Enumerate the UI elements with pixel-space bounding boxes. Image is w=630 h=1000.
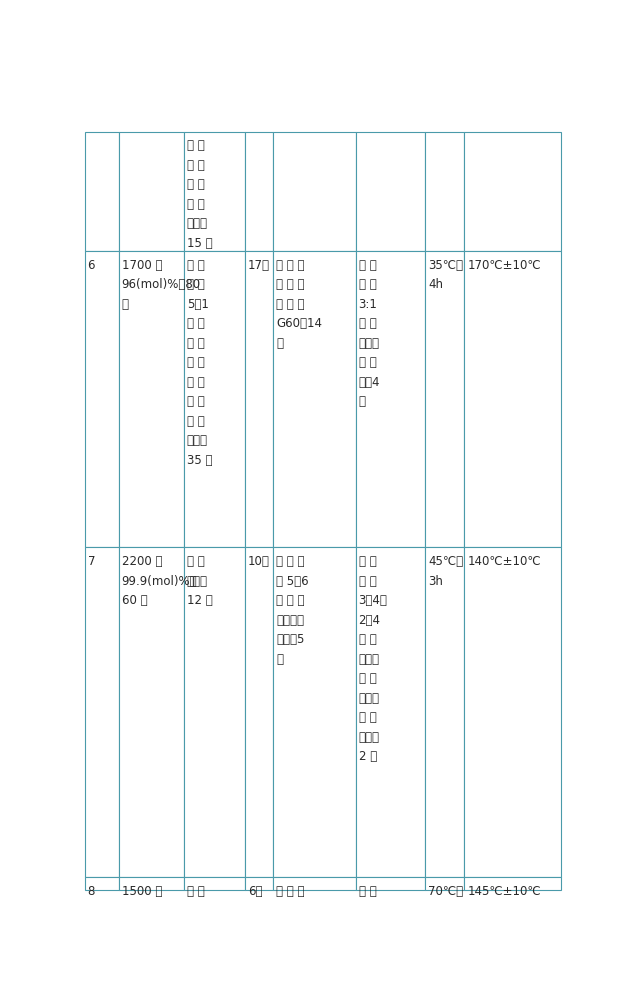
Bar	[464, 547, 561, 877]
Text: 质 量: 质 量	[358, 885, 376, 898]
Bar	[464, 877, 561, 890]
Bar	[464, 251, 561, 547]
Text: 1700 ，
96(mol)%；80
份: 1700 ， 96(mol)%；80 份	[122, 259, 201, 311]
Text: 质 量
比 为
3：4：
2：4
的 乙
酸钙、
氯 化
铜、硼
酸 与
硼砂；
2 份: 质 量 比 为 3：4： 2：4 的 乙 酸钙、 氯 化 铜、硼 酸 与 硼砂；…	[358, 555, 387, 763]
Bar	[84, 251, 119, 547]
Bar	[425, 251, 464, 547]
Text: 质 量
比 为
3:1
的 乙
酸钙、
氯 化
锌；4
份: 质 量 比 为 3:1 的 乙 酸钙、 氯 化 锌；4 份	[358, 259, 380, 408]
Bar	[244, 251, 273, 547]
Bar	[244, 877, 273, 890]
Bar	[184, 132, 244, 251]
Bar	[355, 132, 425, 251]
Text: 6份: 6份	[248, 885, 262, 898]
Text: 醇 和
三 甘
醇 二
异 辛
酸酯；
15 份: 醇 和 三 甘 醇 二 异 辛 酸酯； 15 份	[186, 139, 212, 250]
Bar	[119, 251, 184, 547]
Bar	[355, 547, 425, 877]
Text: 70℃，: 70℃，	[428, 885, 464, 898]
Text: 17份: 17份	[248, 259, 270, 272]
Text: 6: 6	[88, 259, 95, 272]
Bar	[425, 132, 464, 251]
Bar	[355, 251, 425, 547]
Text: 1500 ，: 1500 ，	[122, 885, 162, 898]
Text: 三 甘: 三 甘	[186, 885, 204, 898]
Text: 35℃，
4h: 35℃， 4h	[428, 259, 463, 291]
Bar	[425, 547, 464, 877]
Bar	[119, 132, 184, 251]
Bar	[273, 132, 355, 251]
Text: 质 量 比: 质 量 比	[276, 885, 304, 898]
Bar	[84, 877, 119, 890]
Bar	[273, 547, 355, 877]
Text: 10份: 10份	[248, 555, 270, 568]
Bar	[273, 251, 355, 547]
Text: 饱 和 脂
肪 族 二
羧 酸 酯
G60；14
份: 饱 和 脂 肪 族 二 羧 酸 酯 G60；14 份	[276, 259, 322, 350]
Bar	[355, 877, 425, 890]
Text: 8: 8	[88, 885, 95, 898]
Bar	[119, 877, 184, 890]
Text: 170℃±10℃: 170℃±10℃	[467, 259, 541, 272]
Text: 2200 ，
99.9(mol)%；
60 份: 2200 ， 99.9(mol)%； 60 份	[122, 555, 197, 607]
Bar	[184, 877, 244, 890]
Text: 质 量 比
为 5：6
的 滑 石
粉、油酸
酰胺；5
份: 质 量 比 为 5：6 的 滑 石 粉、油酸 酰胺；5 份	[276, 555, 309, 666]
Bar	[119, 547, 184, 877]
Text: 45℃，
3h: 45℃， 3h	[428, 555, 464, 588]
Bar	[84, 547, 119, 877]
Text: 质 量
比 为
5：1
的 聚
乙 二
醇 和
三 甘
醇 二
异 辛
酸酯；
35 份: 质 量 比 为 5：1 的 聚 乙 二 醇 和 三 甘 醇 二 异 辛 酸酯； …	[186, 259, 212, 467]
Text: 145℃±10℃: 145℃±10℃	[467, 885, 541, 898]
Bar	[244, 547, 273, 877]
Text: 聚 乙
二醇；
12 份: 聚 乙 二醇； 12 份	[186, 555, 212, 607]
Bar	[184, 547, 244, 877]
Text: 7: 7	[88, 555, 95, 568]
Bar	[273, 877, 355, 890]
Bar	[425, 877, 464, 890]
Bar	[84, 132, 119, 251]
Bar	[184, 251, 244, 547]
Bar	[464, 132, 561, 251]
Text: 140℃±10℃: 140℃±10℃	[467, 555, 541, 568]
Bar	[244, 132, 273, 251]
